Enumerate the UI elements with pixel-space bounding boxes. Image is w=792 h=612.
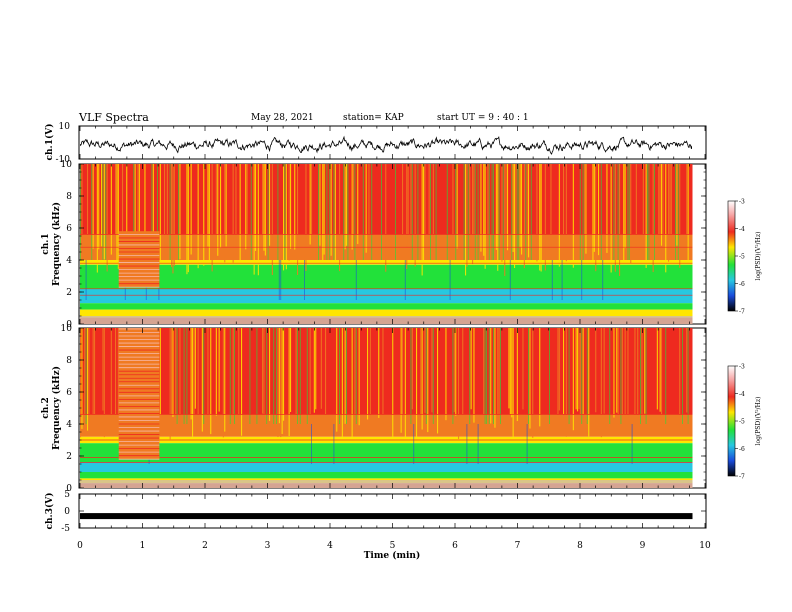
x-tick-label: 10 xyxy=(699,541,711,551)
ch1-colorbar xyxy=(727,200,736,312)
ch1-colorbar-tick: -3 xyxy=(739,199,745,206)
ch2-spectrogram-y-tick-label: 10 xyxy=(61,324,73,334)
ch1-streaks xyxy=(80,164,689,300)
x-tick-label: 0 xyxy=(77,541,83,551)
station-label: station= KAP xyxy=(343,113,404,123)
x-tick-label: 7 xyxy=(515,541,521,551)
ch3-waveform-y-tick-label: 5 xyxy=(64,490,70,500)
ch2-burst xyxy=(118,328,160,460)
ch2-bottom-strip xyxy=(80,480,693,488)
ch1-colorbar-tick: -6 xyxy=(739,281,745,288)
ch2-spectrogram-y-tick-label: 8 xyxy=(66,356,72,366)
ch1-spectrogram-y-tick-label: 6 xyxy=(66,224,72,234)
ch2-colorbar-label: log(PSD)(V²/Hz) xyxy=(755,397,762,446)
ch1-waveform-y-tick-label: -10 xyxy=(56,155,71,165)
ch2-colorbar-tick: -5 xyxy=(739,419,745,426)
ch2-colorbar-tick: -3 xyxy=(739,364,745,371)
ch1-colorbar-tick: -4 xyxy=(739,226,745,233)
x-tick-label: 9 xyxy=(640,541,646,551)
ch3-waveform-y-tick-label: -5 xyxy=(61,524,70,534)
ch1-colorbar-label: log(PSD)(V²/Hz) xyxy=(755,232,762,281)
ch1-colorbar-tick: -5 xyxy=(739,254,745,261)
ch3-waveform-panel xyxy=(80,513,693,520)
x-tick-label: 8 xyxy=(577,541,583,551)
ch2-band-5 xyxy=(80,472,693,479)
ch1-spectrogram-y-tick-label: 4 xyxy=(66,256,72,266)
ch2-spectrogram-y-tick-label: 4 xyxy=(66,420,72,430)
x-tick-label: 1 xyxy=(140,541,146,551)
ch2-colorbar-tick: -4 xyxy=(739,391,745,398)
ch1-spectrogram-y-tick-label: 10 xyxy=(61,160,73,170)
ch2-spectrogram-y-tick-label: 0 xyxy=(66,484,72,494)
x-tick-label: 4 xyxy=(327,541,333,551)
x-tick-label: 3 xyxy=(265,541,271,551)
ch1-spectrogram-y-tick-label: 2 xyxy=(66,288,72,298)
ch2-spectrogram-ylabel: Frequency (kHz) xyxy=(51,366,62,450)
ch1-spectrogram-ylabel: Frequency (kHz) xyxy=(51,202,62,286)
ch2-spectrogram-y-tick-label: 2 xyxy=(66,452,72,462)
start-time-label: start UT = 9 : 40 : 1 xyxy=(437,113,529,123)
ch1-spectrogram-y-tick-label: 0 xyxy=(66,320,72,330)
ch2-band-3 xyxy=(80,443,693,463)
ch2-colorbar xyxy=(727,365,736,477)
x-axis-label: Time (min) xyxy=(364,550,421,561)
ch3-waveform-ylabel: ch.3(V) xyxy=(44,493,55,530)
ch2-spectrogram-ylabel-top: ch.2 xyxy=(41,397,51,418)
ch2-band-0 xyxy=(80,328,693,415)
ch2-band-4 xyxy=(80,462,693,472)
ch1-spectrogram-y-tick-label: 8 xyxy=(66,192,72,202)
ch3-waveform-line xyxy=(80,513,693,520)
ch2-spectrogram-y-tick-label: 6 xyxy=(66,388,72,398)
ch1-waveform-panel xyxy=(80,135,692,155)
ch3-waveform-y-tick-label: 0 xyxy=(64,507,70,517)
ch2-streaks xyxy=(80,328,689,464)
ch2-spectrogram-panel xyxy=(80,328,693,488)
ch1-band-6 xyxy=(80,309,693,318)
figure-title: VLF Spectra xyxy=(79,111,149,124)
ch1-spectrogram-ylabel-top: ch.1 xyxy=(41,233,51,254)
x-tick-label: 6 xyxy=(452,541,458,551)
ch1-spectrogram-panel xyxy=(80,164,693,324)
ch1-bottom-strip xyxy=(80,316,693,324)
ch1-band-5 xyxy=(80,303,693,310)
ch2-colorbar-tick: -6 xyxy=(739,446,745,453)
date-label: May 28, 2021 xyxy=(251,113,314,123)
ch1-colorbar-tick: -7 xyxy=(739,309,745,316)
ch1-waveform-y-tick-label: 10 xyxy=(59,122,71,132)
ch1-waveform-line xyxy=(80,135,692,155)
ch2-colorbar-tick: -7 xyxy=(739,474,745,481)
ch1-band-4 xyxy=(80,288,693,304)
ch3-waveform-frame xyxy=(78,493,707,529)
colorbars: -3 -4 -5 -6 -7 log(PSD)(V²/Hz) -3 -4 -5 -6 -7 log(P… xyxy=(727,199,762,481)
x-tick-label: 2 xyxy=(202,541,208,551)
x-tick-label: 5 xyxy=(390,541,396,551)
ch1-waveform-ylabel: ch.1(V) xyxy=(44,124,55,161)
